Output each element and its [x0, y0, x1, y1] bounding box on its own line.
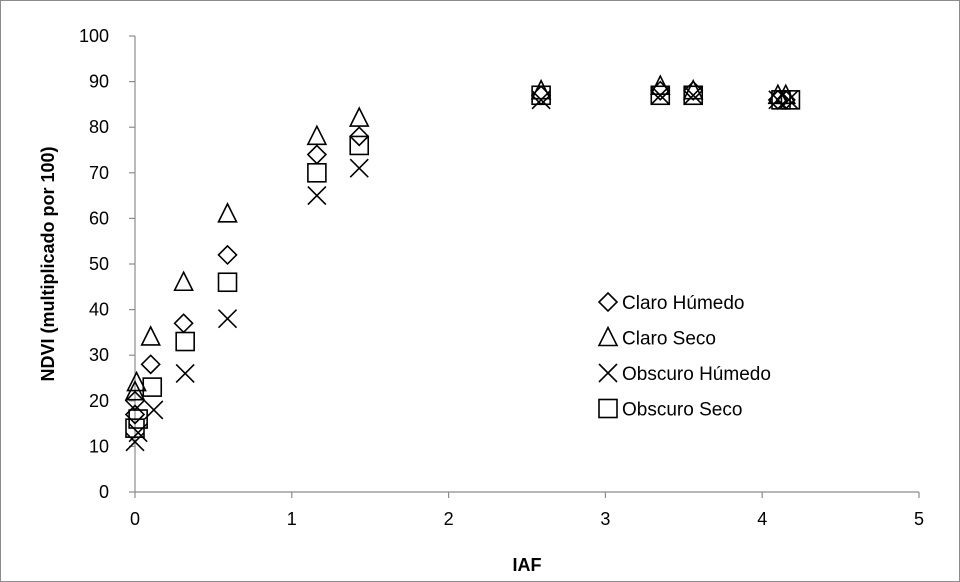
x-tick-label: 0 — [130, 509, 140, 529]
triangle-point — [530, 78, 552, 100]
legend-square-icon — [598, 398, 618, 419]
legend-item: Obscuro Húmedo — [598, 363, 771, 385]
y-tick-label: 50 — [89, 254, 109, 274]
square-point — [142, 377, 163, 397]
x-point — [307, 186, 327, 206]
legend-item: Claro Seco — [597, 325, 716, 350]
legend: Claro Húmedo Claro Seco Obscuro Húmedo Obsc… — [597, 291, 771, 421]
series-x — [125, 85, 799, 452]
axes: 0 10 20 30 40 50 60 70 80 90 100 0 1 2 3 4 5 — [79, 26, 924, 529]
x-point — [175, 363, 195, 384]
square-point — [217, 272, 238, 293]
diamond-point — [173, 313, 194, 334]
y-tick-label: 30 — [89, 345, 109, 365]
legend-label: Obscuro Seco — [622, 400, 742, 421]
x-tick-label: 4 — [757, 509, 767, 529]
y-tick-label: 0 — [99, 482, 109, 502]
y-tick-label: 60 — [89, 208, 109, 228]
triangle-point — [649, 74, 671, 95]
data-marks — [124, 74, 801, 452]
x-point — [650, 85, 670, 105]
diamond-point — [683, 80, 704, 101]
square-point — [531, 85, 551, 106]
y-tick-label: 100 — [79, 26, 109, 46]
legend-label: Claro Seco — [622, 329, 716, 350]
x-axis-title: IAF — [513, 555, 542, 575]
diamond-point — [349, 126, 370, 147]
legend-label: Obscuro Húmedo — [622, 364, 771, 385]
y-tick-label: 40 — [89, 300, 109, 320]
triangle-point — [217, 202, 238, 223]
legend-triangle-icon — [597, 325, 619, 347]
y-tick-label: 90 — [89, 72, 109, 92]
x-tick-label: 1 — [287, 509, 297, 529]
triangle-point — [126, 370, 147, 392]
y-axis-title: NDVI (multiplicado por 100) — [38, 146, 58, 381]
square-point — [175, 331, 195, 352]
square-point — [307, 163, 327, 183]
legend-diamond-icon — [597, 291, 619, 313]
x-point — [683, 85, 703, 105]
square-point — [683, 85, 704, 106]
square-point — [780, 90, 801, 110]
triangle-point — [348, 106, 370, 127]
legend-item: Obscuro Seco — [598, 398, 742, 421]
x-point — [217, 309, 238, 329]
y-tick-label: 80 — [89, 117, 109, 137]
y-tick-label: 20 — [89, 391, 109, 411]
triangle-point — [173, 270, 194, 292]
x-tick-label: 2 — [444, 509, 454, 529]
x-point — [349, 158, 369, 178]
diamond-point — [306, 144, 328, 165]
x-tick-label: 3 — [600, 509, 610, 529]
triangle-point — [306, 124, 328, 146]
square-point — [650, 85, 671, 106]
diamond-point — [650, 80, 671, 101]
series-triangle — [124, 74, 797, 401]
square-point — [349, 135, 370, 156]
triangle-point — [140, 325, 161, 346]
series-square — [125, 85, 801, 438]
diamond-point — [530, 85, 552, 106]
diamond-point — [217, 244, 238, 266]
legend-item: Claro Húmedo — [597, 291, 745, 314]
legend-label: Claro Húmedo — [622, 293, 745, 314]
square-point — [128, 409, 148, 429]
legend-x-icon — [598, 363, 618, 383]
x-point — [531, 90, 551, 110]
y-tick-label: 70 — [89, 163, 109, 183]
y-tick-label: 10 — [89, 436, 109, 456]
x-tick-label: 5 — [914, 509, 924, 529]
x-point — [779, 90, 799, 110]
diamond-point — [140, 354, 161, 375]
